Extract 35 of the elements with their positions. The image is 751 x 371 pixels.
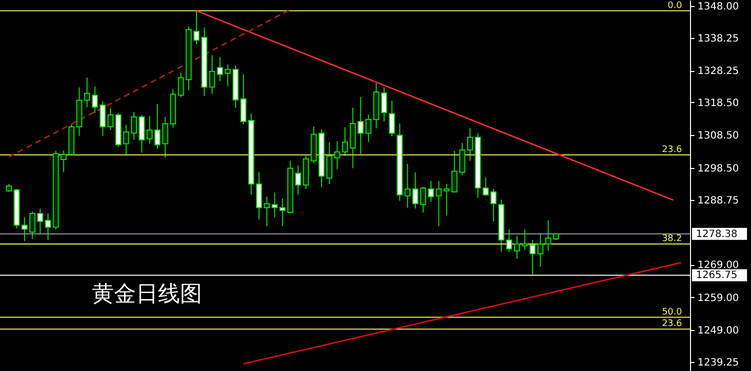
y-tick-label: 1269.00 (698, 260, 739, 272)
annotation: 23.6 (662, 319, 682, 330)
candlestick (193, 10, 200, 45)
candlestick (256, 172, 262, 220)
candlestick (365, 114, 372, 143)
annotation: 50.0 (662, 307, 682, 318)
candlestick (404, 163, 411, 208)
candlestick (130, 111, 137, 140)
ref-line-label: 1278.38 (696, 228, 738, 240)
y-tick-label: 1298.50 (698, 163, 739, 174)
candlestick (44, 212, 51, 241)
y-tick-label: 1249.00 (698, 326, 739, 337)
y-tick-label: 1239.25 (698, 357, 739, 368)
candlestick (279, 198, 286, 227)
y-tick-label: 1338.25 (698, 33, 739, 44)
candlestick (490, 188, 497, 222)
annotation: 23.6 (662, 144, 682, 155)
candlestick (428, 180, 434, 202)
annotation: 38.2 (662, 234, 682, 244)
y-tick-label: 1288.75 (698, 195, 739, 206)
y-tick-label: 1318.50 (698, 98, 739, 109)
candlestick (514, 236, 520, 260)
candlestick (467, 128, 474, 162)
y-tick-label: 1328.25 (698, 66, 739, 78)
annotation: 0.0 (668, 0, 682, 11)
candlestick (216, 56, 223, 82)
candlestick (342, 126, 348, 156)
y-tick-label: 1259.00 (698, 292, 739, 304)
annotation: 黄金日线图 (92, 282, 202, 307)
ref-line-label: 1265.75 (696, 270, 738, 282)
y-tick-label: 1348.00 (698, 1, 739, 12)
candlestick (108, 108, 114, 130)
candlestick (22, 216, 28, 242)
candlestick (388, 100, 395, 137)
y-tick-label: 1308.50 (698, 130, 739, 142)
